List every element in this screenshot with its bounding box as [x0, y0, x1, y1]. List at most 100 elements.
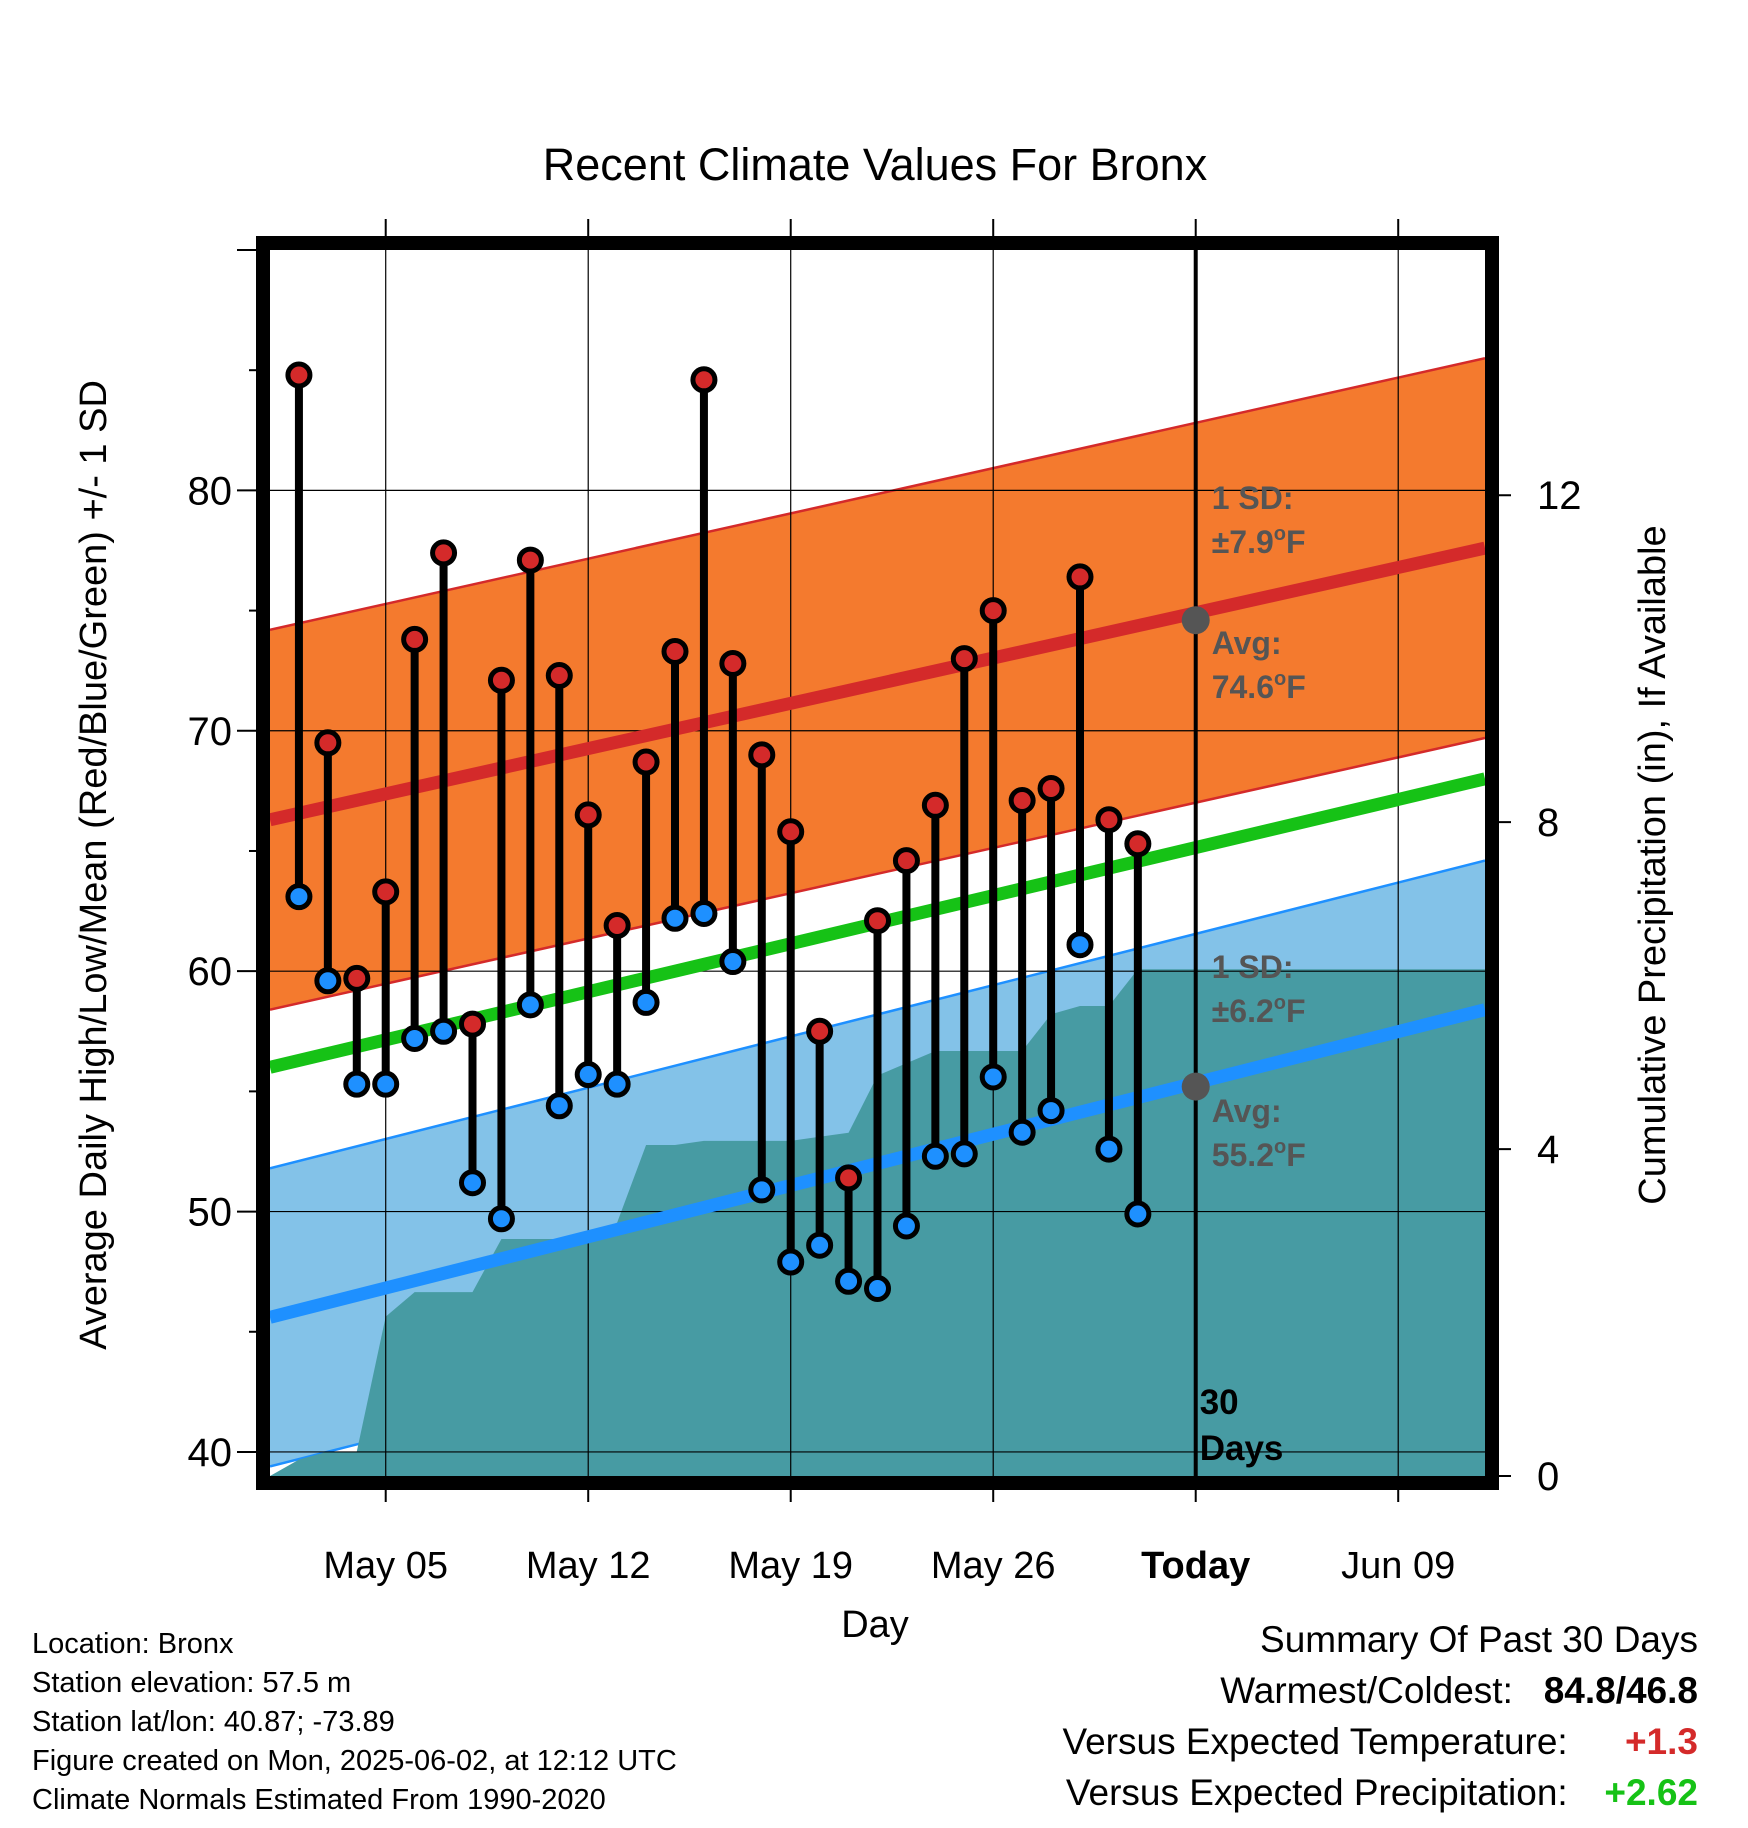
- low-point: [777, 1248, 805, 1276]
- y-axis-label: Average Daily High/Low/Mean (Red/Blue/Gr…: [73, 380, 115, 1350]
- high-point: [401, 625, 429, 653]
- y-tick-label: 70: [188, 710, 233, 754]
- high-point: [516, 546, 544, 574]
- high-point: [314, 729, 342, 757]
- days-label-word: Days: [1200, 1429, 1284, 1468]
- high-point: [864, 907, 891, 935]
- low-sd-label: 1 SD:: [1212, 949, 1294, 985]
- high-point: [487, 666, 515, 694]
- low-point: [430, 1017, 458, 1045]
- low-point: [574, 1061, 602, 1089]
- high-point: [1008, 786, 1036, 814]
- summary-panel: Summary Of Past 30 Days Warmest/Coldest:…: [1062, 1614, 1698, 1818]
- low-avg-label: Avg:: [1212, 1093, 1282, 1129]
- high-point: [574, 801, 602, 829]
- y-tick-label: 80: [188, 469, 233, 513]
- low-point: [950, 1140, 978, 1168]
- high-avg-label: Avg:: [1212, 625, 1282, 661]
- high-point: [1037, 774, 1065, 802]
- low-point: [690, 899, 718, 927]
- x-tick-label: Jun 09: [1341, 1545, 1455, 1587]
- high-point: [950, 645, 978, 673]
- low-point: [892, 1212, 920, 1240]
- x-tick-label: May 05: [323, 1545, 448, 1587]
- low-sd-value: ±6.2oF: [1212, 992, 1306, 1029]
- high-point: [892, 847, 920, 875]
- high-point: [748, 741, 776, 769]
- y2-tick-label: 0: [1537, 1455, 1559, 1499]
- high-point: [430, 539, 458, 567]
- high-point: [690, 366, 718, 394]
- today-low-marker: [1181, 1072, 1210, 1101]
- low-point: [1066, 931, 1094, 959]
- high-point: [603, 912, 631, 940]
- low-point: [661, 904, 689, 932]
- y2-axis-label: Cumulative Precipitation (in), If Availa…: [1632, 525, 1674, 1204]
- x-tick-label: May 12: [526, 1545, 651, 1587]
- latlon-text: Station lat/lon: 40.87; -73.89: [32, 1706, 395, 1738]
- low-point: [748, 1176, 776, 1204]
- low-point: [314, 967, 342, 995]
- low-point: [921, 1142, 949, 1170]
- location-text: Location: Bronx: [32, 1628, 234, 1660]
- low-point: [1037, 1097, 1065, 1125]
- high-avg-value: 74.6oF: [1212, 668, 1306, 705]
- precip-label: Versus Expected Precipitation:: [1065, 1772, 1568, 1813]
- low-point: [1095, 1135, 1123, 1163]
- y2-tick-label: 8: [1537, 801, 1559, 845]
- low-point: [343, 1070, 371, 1098]
- y2-tick-label: 4: [1537, 1128, 1559, 1172]
- low-point: [1124, 1200, 1152, 1228]
- high-point: [719, 649, 747, 677]
- low-point: [835, 1267, 863, 1295]
- high-point: [661, 637, 689, 665]
- high-sd-value: ±7.9oF: [1212, 523, 1306, 560]
- elevation-text: Station elevation: 57.5 m: [32, 1667, 352, 1699]
- y-tick-label: 60: [188, 950, 233, 994]
- chart-title: Recent Climate Values For Bronx: [543, 139, 1208, 190]
- x-axis-label: Day: [841, 1604, 909, 1646]
- summary-title: Summary Of Past 30 Days: [1260, 1619, 1698, 1660]
- high-point: [1124, 830, 1152, 858]
- low-point: [372, 1070, 400, 1098]
- high-sd-label: 1 SD:: [1212, 480, 1294, 516]
- low-point: [979, 1063, 1007, 1091]
- high-point: [343, 964, 371, 992]
- high-point: [459, 1010, 486, 1038]
- high-point: [632, 748, 660, 776]
- warmest-label: Warmest/Coldest:: [1220, 1670, 1513, 1711]
- high-point: [777, 818, 805, 846]
- low-point: [487, 1205, 515, 1233]
- low-point: [459, 1169, 486, 1197]
- high-point: [835, 1164, 863, 1192]
- summary-precip-row: Versus Expected Precipitation: +2.62: [1062, 1767, 1698, 1818]
- temp-value: +1.3: [1624, 1721, 1698, 1762]
- temp-label: Versus Expected Temperature:: [1062, 1721, 1568, 1762]
- low-point: [545, 1092, 573, 1120]
- y2-tick-label: 12: [1537, 474, 1582, 518]
- low-point: [1008, 1118, 1036, 1146]
- summary-warmest-row: Warmest/Coldest: 84.8/46.8: [1062, 1665, 1698, 1716]
- low-point: [719, 948, 747, 976]
- precip-value: +2.62: [1604, 1772, 1698, 1813]
- high-sd-band-upper-edge: [270, 356, 1485, 632]
- warmest-slash: /: [1615, 1670, 1626, 1711]
- coldest-value: 46.8: [1625, 1670, 1698, 1711]
- y-tick-label: 40: [188, 1431, 233, 1475]
- high-point: [545, 661, 573, 689]
- low-point: [516, 991, 544, 1019]
- high-avg-line: [270, 541, 1485, 827]
- low-point: [864, 1274, 891, 1302]
- summary-temp-row: Versus Expected Temperature: +1.3: [1062, 1716, 1698, 1767]
- high-sd-band-lower-edge: [270, 736, 1485, 1011]
- today-high-marker: [1181, 606, 1210, 635]
- station-info: Location: Bronx Station elevation: 57.5 …: [32, 1625, 677, 1820]
- plot-frame: [256, 236, 1499, 1490]
- x-tick-label: May 19: [728, 1545, 853, 1587]
- x-tick-label: May 26: [931, 1545, 1056, 1587]
- high-point: [285, 361, 313, 389]
- high-point: [372, 878, 400, 906]
- high-point: [1066, 563, 1094, 591]
- y-tick-label: 50: [188, 1191, 233, 1235]
